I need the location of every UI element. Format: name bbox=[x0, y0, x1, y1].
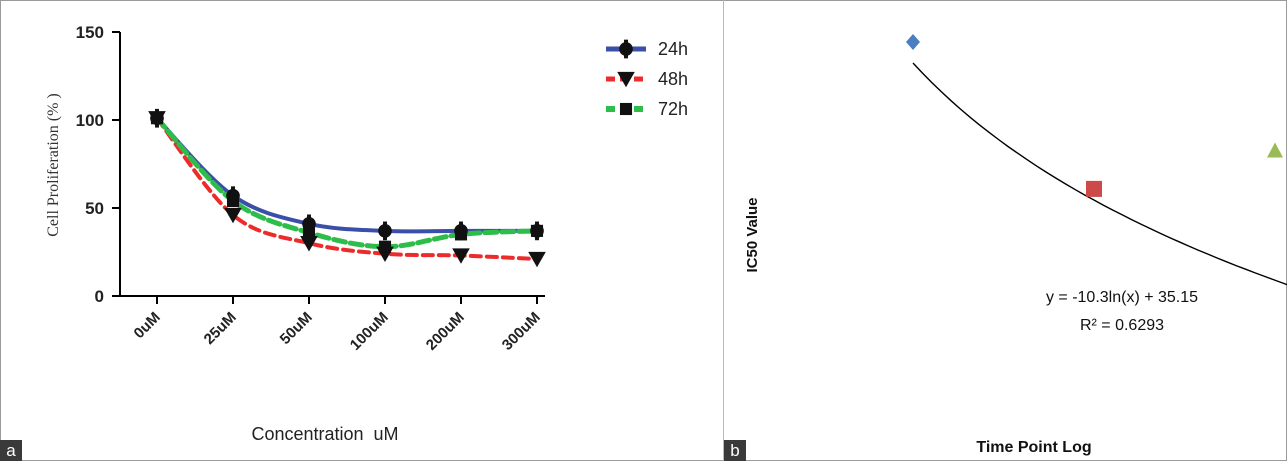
a-y-tick-label: 100 bbox=[76, 111, 104, 130]
a-point-72h bbox=[302, 226, 316, 239]
a-legend-marker-72h bbox=[619, 102, 633, 116]
a-point-72h bbox=[530, 224, 544, 237]
a-point-72h bbox=[150, 112, 164, 125]
a-legend-label-72h: 72h bbox=[658, 99, 688, 119]
a-y-tick-label: 50 bbox=[85, 199, 104, 218]
b-x-axis-label: Time Point Log bbox=[976, 439, 1091, 456]
a-y-tick-label: 150 bbox=[76, 23, 104, 42]
a-point-72h bbox=[378, 240, 392, 253]
a-legend-marker-48h bbox=[617, 71, 635, 88]
a-legend-marker-24h-bar bbox=[624, 39, 628, 59]
a-y-axis-label: Cell Proliferation (% ) bbox=[45, 93, 62, 237]
panel-label-a: a bbox=[0, 440, 22, 461]
a-point-48h bbox=[300, 236, 318, 252]
a-point-72h bbox=[226, 194, 240, 208]
a-point-72h bbox=[454, 228, 468, 241]
b-trendline bbox=[912, 62, 1287, 286]
a-x-axis-label: Concentration uM bbox=[251, 424, 398, 444]
a-point-48h bbox=[452, 248, 470, 264]
a-legend-label-24h: 24h bbox=[658, 39, 688, 59]
a-legend-label-48h: 48h bbox=[658, 69, 688, 89]
a-point-48h bbox=[528, 251, 546, 268]
b-point-square bbox=[1086, 180, 1102, 197]
a-y-tick-label: 0 bbox=[95, 287, 104, 306]
b-point-diamond bbox=[906, 34, 920, 50]
a-point-24h-bar bbox=[307, 214, 311, 234]
panel-divider bbox=[723, 0, 724, 461]
a-point-48h bbox=[224, 207, 242, 224]
panel-label-b: b bbox=[724, 440, 746, 461]
b-equation: y = -10.3ln(x) + 35.15 bbox=[1046, 289, 1198, 306]
a-point-24h-bar bbox=[383, 221, 387, 241]
b-point-triangle bbox=[1267, 142, 1283, 158]
b-r-squared: R² = 0.6293 bbox=[1080, 317, 1164, 334]
b-y-axis-label: IC50 Value bbox=[744, 197, 761, 272]
